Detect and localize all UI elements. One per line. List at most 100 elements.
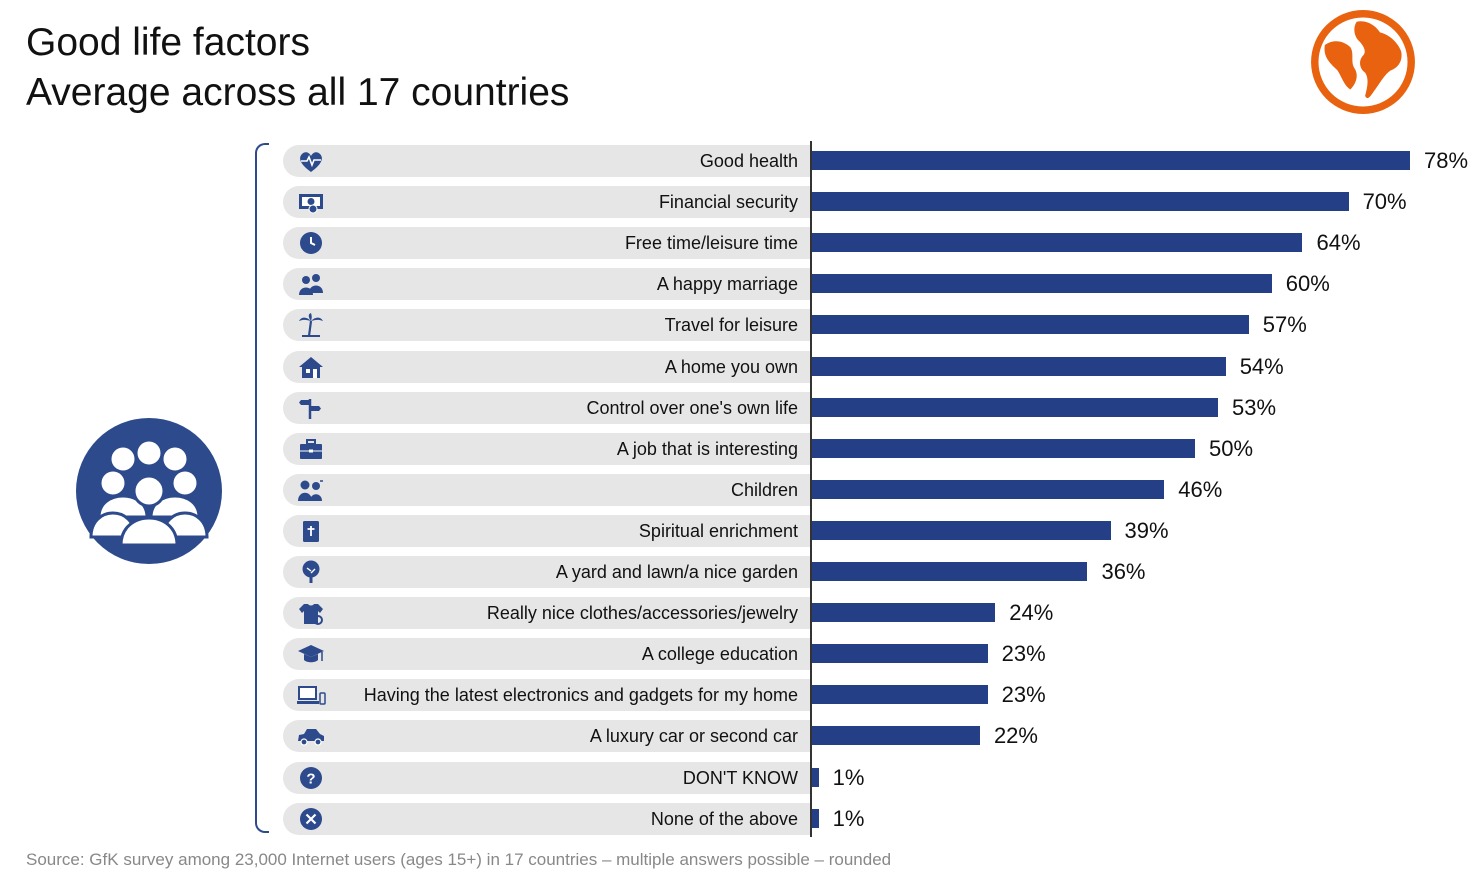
category-label: DON'T KNOW [682,767,798,788]
category-label: None of the above [650,808,798,829]
category-bracket [255,143,269,833]
source-note: Source: GfK survey among 23,000 Internet… [26,850,892,869]
category-label: A college education [641,644,798,665]
category-pill [283,597,811,630]
bar [811,685,988,705]
bar [811,726,980,746]
computer-icon [297,686,326,706]
palm-tree-icon [299,313,323,338]
couple-icon [299,274,323,296]
value-label: 53% [1232,394,1277,420]
heart-pulse-icon [300,152,322,172]
chart-row: Really nice clothes/accessories/jewelry 2… [0,593,1472,634]
chart-row: Spiritual enrichment 39% [0,511,1472,552]
category-label: A job that is interesting [616,438,798,459]
bar [811,192,1349,212]
children-icon [298,480,323,501]
chart-row: A happy marriage 60% [0,264,1472,305]
category-pill [283,186,811,219]
category-pill [283,556,811,588]
value-label: 54% [1239,353,1284,379]
category-pill [283,761,811,794]
category-label: Travel for leisure [664,315,798,336]
chart-axis-line [810,141,812,837]
category-pill [283,720,811,753]
value-label: 60% [1285,271,1330,297]
category-label: A happy marriage [656,274,798,295]
shirt-icon [299,604,323,626]
chart-row: ? DON'T KNOW 1% [0,758,1472,799]
tree-icon [302,560,320,583]
category-pill [283,268,811,301]
value-label: 50% [1208,435,1254,461]
bar [811,315,1249,335]
car-icon [298,729,324,746]
bar [811,562,1088,581]
category-pill [283,432,811,465]
value-label: 78% [1424,148,1469,173]
chart-row: Control over one's own life 53% [0,388,1472,429]
briefcase-icon [300,438,322,459]
bar [811,603,996,623]
category-label: Having the latest electronics and gadget… [363,685,798,706]
value-label: 46% [1178,476,1223,502]
value-label: 1% [832,805,865,831]
category-label: Really nice clothes/accessories/jewelry [486,603,798,624]
chart-row: A yard and lawn/a nice garden 36% [0,552,1472,593]
bar [811,479,1165,499]
chart-row: Financial security 70% [0,182,1472,223]
chart-row: Travel for leisure 57% [0,305,1472,346]
question-icon: ? [300,766,322,789]
value-label: 70% [1362,189,1407,215]
category-label: A yard and lawn/a nice garden [555,562,798,582]
chart-row: A home you own 54% [0,347,1472,388]
chart-row: A luxury car or second car 22% [0,716,1472,757]
house-icon [299,356,323,378]
bar [811,438,1195,458]
category-label: Spiritual enrichment [638,520,798,541]
value-label: 22% [993,723,1038,749]
category-pill [283,227,811,260]
chart-row: A college education 23% [0,634,1472,675]
category-pill [283,473,811,506]
chart-row: A job that is interesting 50% [0,429,1472,470]
bar [811,767,819,787]
category-label: A home you own [664,356,798,377]
people-group-icon [76,418,222,564]
bar [811,356,1226,376]
value-label: 23% [1001,682,1046,708]
chart-row: Free time/leisure time 64% [0,223,1472,264]
category-pill [283,350,811,383]
bar [811,151,1410,170]
category-pill [283,145,811,177]
bar [811,397,1218,417]
category-pill [283,309,811,342]
category-pill [283,802,811,835]
bible-icon [303,520,319,542]
chart-row: None of the above 1% [0,799,1472,840]
bar [811,233,1303,253]
title-line-1: Good life factors [26,21,310,64]
category-label: Control over one's own life [586,397,798,418]
bar [811,520,1111,540]
bar [811,274,1272,294]
value-label: 39% [1124,517,1169,543]
category-label: Financial security [658,192,798,213]
signpost-icon [299,398,321,419]
category-pill [283,679,811,712]
chart-title: Good life factors Average across all 17 … [26,18,569,118]
value-label: 36% [1101,559,1146,584]
category-label: Children [730,479,798,500]
value-label: 1% [832,764,865,790]
globe-icon [1311,10,1415,114]
chart-row: Good health 78% [0,141,1472,182]
category-pill [283,391,811,424]
category-label: A luxury car or second car [589,726,798,747]
value-label: 24% [1009,600,1054,626]
category-pill [283,514,811,547]
value-label: 64% [1316,230,1361,256]
svg-text:?: ? [306,770,315,787]
graduation-cap-icon [298,645,324,663]
value-label: 23% [1001,641,1046,667]
x-circle-icon [300,807,322,830]
